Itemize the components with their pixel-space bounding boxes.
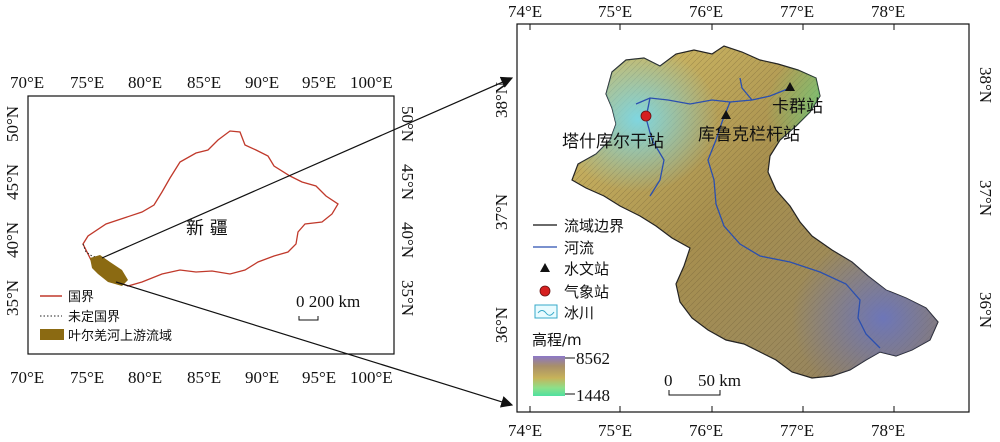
basin-terrain — [571, 45, 939, 379]
left-lat-labels-east: 35°N 40°N 45°N 50°N — [398, 106, 417, 316]
lat-tick-label: 38°N — [976, 67, 995, 103]
lon-tick-label: 75°E — [70, 368, 104, 387]
lon-tick-label: 80°E — [128, 368, 162, 387]
lon-tick-label: 70°E — [10, 73, 44, 92]
lon-tick-label: 76°E — [689, 421, 723, 440]
legend-label: 叶尔羌河上游流域 — [68, 329, 172, 344]
legend-basin-swatch — [40, 329, 64, 340]
river-main-stem — [707, 101, 881, 349]
right-lat-labels-west: 36°N 37°N 38°N — [492, 82, 511, 343]
legend-label: 国界 — [68, 290, 94, 305]
lon-tick-label: 95°E — [302, 73, 336, 92]
lon-tick-label: 95°E — [302, 368, 336, 387]
right-scale-bar — [668, 390, 721, 396]
left-map: 70°E 75°E 80°E 85°E 90°E 95°E 100°E 70°E… — [3, 73, 417, 387]
lat-tick-label: 36°N — [976, 292, 995, 328]
lat-tick-label: 38°N — [492, 82, 511, 118]
lon-tick-label: 90°E — [245, 368, 279, 387]
right-tick-marks — [529, 24, 895, 412]
lat-tick-label: 45°N — [3, 164, 22, 200]
elevation-ramp — [533, 356, 565, 396]
connector-arrow-bottom — [115, 281, 514, 408]
lon-tick-label: 74°E — [508, 421, 542, 440]
glacier-icon — [537, 310, 555, 316]
left-map-frame — [27, 95, 395, 355]
station-label-tashkurgan: 塔什库尔干站 — [562, 132, 664, 152]
lat-tick-label: 40°N — [3, 222, 22, 258]
left-scale-label: 0 200 km — [296, 292, 360, 311]
lat-tick-label: 35°N — [398, 280, 417, 316]
lon-tick-label: 100°E — [350, 73, 393, 92]
legend-label: 流域边界 — [564, 217, 624, 235]
elevation-max-label: 8562 — [576, 349, 610, 368]
right-scale-label: 0 50 km — [664, 371, 741, 390]
lat-tick-label: 36°N — [492, 307, 511, 343]
undetermined-border — [82, 243, 101, 259]
lat-tick-label: 37°N — [492, 194, 511, 230]
hydrological-station-triangle — [785, 82, 795, 91]
lon-tick-label: 85°E — [187, 368, 221, 387]
right-bottom-lon-labels: 74°E 75°E 76°E 77°E 78°E — [508, 421, 905, 440]
legend-triangle-swatch — [540, 263, 550, 272]
right-lat-labels-east: 36°N 37°N 38°N — [976, 67, 995, 328]
elevation-title: 高程/m — [532, 331, 582, 349]
left-bottom-lon-labels: 70°E 75°E 80°E 85°E 90°E 95°E 100°E — [10, 368, 393, 387]
xinjiang-boundary — [82, 130, 339, 287]
lon-tick-label: 90°E — [245, 73, 279, 92]
lon-tick-label: 76°E — [689, 2, 723, 21]
lon-tick-label: 100°E — [350, 368, 393, 387]
hydrological-station-triangle — [721, 110, 731, 119]
lon-tick-label: 85°E — [187, 73, 221, 92]
legend-label: 气象站 — [564, 283, 609, 301]
yarkand-basin — [90, 255, 128, 286]
river-yarkand-upper — [635, 87, 791, 105]
elevation-legend: 高程/m 8562 1448 — [532, 331, 610, 405]
lon-tick-label: 70°E — [10, 368, 44, 387]
legend-label: 未定国界 — [68, 310, 120, 325]
left-scale-bar — [298, 316, 319, 321]
lat-tick-label: 40°N — [398, 222, 417, 258]
elevation-min-label: 1448 — [576, 386, 610, 405]
lat-tick-label: 37°N — [976, 180, 995, 216]
lon-tick-label: 77°E — [780, 2, 814, 21]
legend-circle-swatch — [539, 285, 551, 297]
legend-label: 冰川 — [564, 304, 594, 322]
lon-tick-label: 78°E — [871, 2, 905, 21]
lon-tick-label: 75°E — [70, 73, 104, 92]
left-lat-labels-west: 35°N 40°N 45°N 50°N — [3, 106, 22, 316]
meteorological-station-marker — [640, 110, 652, 122]
xinjiang-label: 新 疆 — [186, 218, 228, 239]
lon-tick-label: 74°E — [508, 2, 542, 21]
right-map-frame — [516, 23, 970, 413]
lon-tick-label: 75°E — [598, 2, 632, 21]
connector-arrow-top — [101, 76, 514, 259]
right-top-lon-labels: 74°E 75°E 76°E 77°E 78°E — [508, 2, 905, 21]
lat-tick-label: 50°N — [3, 106, 22, 142]
right-map: 74°E 75°E 76°E 77°E 78°E 74°E 75°E 76°E … — [492, 2, 995, 440]
lon-tick-label: 77°E — [780, 421, 814, 440]
lat-tick-label: 35°N — [3, 280, 22, 316]
station-label-kulukelangan: 库鲁克栏杆站 — [698, 125, 800, 145]
right-legend: 流域边界 河流 水文站 气象站 冰川 — [533, 217, 624, 322]
station-label-kaqun: 卡群站 — [772, 97, 823, 117]
lon-tick-label: 75°E — [598, 421, 632, 440]
left-legend: 国界 未定国界 叶尔羌河上游流域 — [40, 290, 172, 344]
lon-tick-label: 80°E — [128, 73, 162, 92]
legend-label: 水文站 — [564, 260, 609, 278]
left-top-lon-labels: 70°E 75°E 80°E 85°E 90°E 95°E 100°E — [10, 73, 393, 92]
lat-tick-label: 45°N — [398, 164, 417, 200]
legend-glacier-swatch — [534, 304, 558, 319]
river-tributary — [739, 77, 753, 101]
legend-label: 河流 — [564, 239, 594, 257]
lon-tick-label: 78°E — [871, 421, 905, 440]
